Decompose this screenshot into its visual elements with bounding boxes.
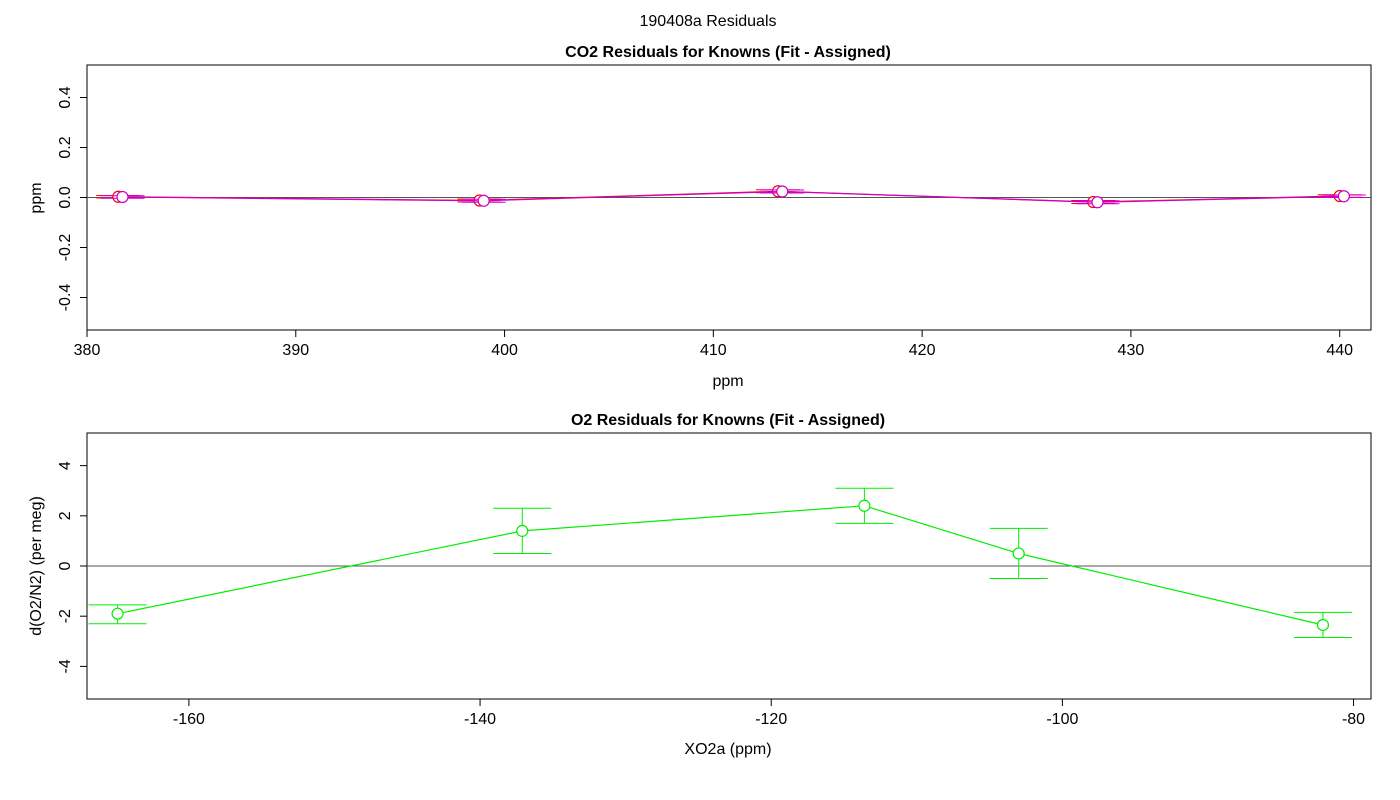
co2-panel: CO2 Residuals for Knowns (Fit - Assigned… — [28, 44, 1372, 390]
figure-title: 190408a Residuals — [640, 13, 777, 30]
o2-data-point — [1316, 618, 1330, 632]
o2-data-point — [1012, 547, 1025, 560]
co2-y-tick-label: 0.2 — [57, 136, 74, 158]
co2-x-tick-label: 390 — [282, 342, 309, 359]
co2-x-tick-label: 430 — [1118, 342, 1145, 359]
o2-x-tick-label: -160 — [173, 711, 205, 728]
co2-y-tick-label: 0.4 — [57, 86, 74, 108]
o2-data-point — [111, 607, 124, 620]
co2-x-tick-label: 400 — [491, 342, 518, 359]
o2-axes: -160 -140 -120 -100 -80 -4 -2 0 2 4 — [57, 461, 1365, 728]
o2-x-tick-label: -140 — [464, 711, 496, 728]
co2-y-tick-label: -0.2 — [57, 234, 74, 262]
co2-y-axis-label: ppm — [28, 182, 45, 213]
co2-x-tick-label: 440 — [1326, 342, 1353, 359]
o2-y-tick-label: 2 — [57, 511, 74, 520]
co2-panel-title: CO2 Residuals for Knowns (Fit - Assigned… — [565, 44, 891, 61]
co2-marks — [87, 185, 1371, 209]
o2-data-point — [858, 499, 871, 512]
o2-y-tick-label: 0 — [57, 561, 74, 570]
co2-x-tick-label: 420 — [909, 342, 936, 359]
co2-x-tick-label: 380 — [74, 342, 101, 359]
co2-y-tick-label: 0.0 — [57, 186, 74, 208]
co2-x-tick-label: 410 — [700, 342, 727, 359]
o2-x-tick-label: -80 — [1342, 711, 1365, 728]
o2-y-tick-label: -2 — [57, 609, 74, 623]
o2-series-line — [117, 505, 1324, 626]
o2-panel: O2 Residuals for Knowns (Fit - Assigned)… — [28, 412, 1372, 758]
o2-x-tick-label: -120 — [755, 711, 787, 728]
o2-panel-title: O2 Residuals for Knowns (Fit - Assigned) — [571, 412, 885, 429]
co2-y-tick-label: -0.4 — [57, 284, 74, 312]
co2-data-point — [477, 194, 490, 207]
co2-x-axis-label: ppm — [712, 373, 743, 390]
co2-axes: 380 390 400 410 420 430 440 -0.4 -0.2 0.0 0.2 0.4 — [57, 86, 1353, 359]
co2-data-point — [1337, 190, 1350, 203]
o2-x-axis-label: XO2a (ppm) — [684, 741, 771, 758]
o2-x-tick-label: -100 — [1046, 711, 1078, 728]
o2-y-tick-label: -4 — [57, 659, 74, 673]
co2-data-point — [116, 190, 129, 204]
co2-data-point — [776, 185, 789, 198]
co2-data-point — [1091, 196, 1104, 209]
o2-y-tick-label: 4 — [57, 461, 74, 470]
o2-y-axis-label: d(O2/N2) (per meg) — [28, 496, 45, 636]
o2-data-point — [516, 524, 529, 537]
o2-marks — [87, 487, 1371, 639]
co2-series-line — [122, 190, 1344, 203]
